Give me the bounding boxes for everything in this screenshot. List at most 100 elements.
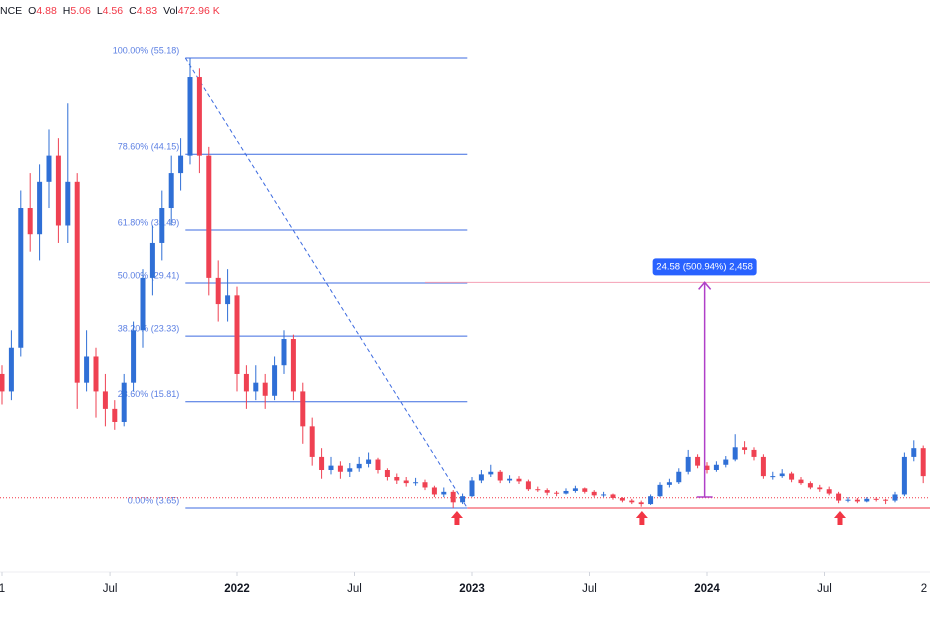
buy-arrow — [450, 510, 463, 525]
candle-body — [638, 502, 644, 505]
x-tick-label: 2022 — [224, 583, 250, 595]
candle-body — [770, 476, 776, 478]
buy-arrow — [635, 510, 648, 525]
fib-label: 50.00% (29.41) — [118, 270, 180, 280]
candle-body — [591, 491, 597, 496]
ohlc-value: 4.83 — [137, 5, 158, 17]
candle-body — [309, 426, 315, 457]
candle-body — [760, 456, 766, 477]
candle-body — [450, 491, 456, 503]
fib-label: 0.00% (3.65) — [128, 495, 180, 505]
volume-label: Vol — [163, 5, 178, 17]
candle-body — [629, 500, 635, 503]
candle-body — [544, 490, 550, 493]
candle-body — [140, 277, 146, 331]
candle-body — [93, 356, 99, 392]
ohlc-value: 5.06 — [70, 5, 91, 17]
candle-body — [422, 482, 428, 488]
fib-label: 61.80% (35.49) — [118, 217, 180, 227]
candle-body — [159, 208, 165, 243]
candle-body — [713, 464, 719, 471]
candle-body — [168, 173, 174, 209]
candle-body — [751, 449, 757, 457]
x-tick-label: Jul — [103, 583, 118, 595]
candle-body — [779, 473, 785, 477]
candle-body — [413, 482, 419, 484]
candle-body — [469, 480, 475, 497]
candle-body — [685, 456, 691, 472]
candle-body — [215, 277, 221, 305]
candle-body — [84, 356, 90, 383]
candle-body — [37, 181, 43, 235]
candle-body — [535, 489, 541, 491]
candle-body — [911, 448, 917, 457]
x-tick-label: Jul — [347, 583, 362, 595]
ohlc-label: H — [63, 5, 71, 17]
candle-body — [319, 456, 325, 471]
candle-body — [356, 463, 362, 469]
candle-body — [384, 470, 390, 477]
candle-body — [243, 373, 249, 392]
candle-body — [892, 494, 898, 501]
fib-trend — [184, 57, 468, 509]
candle-body — [300, 391, 306, 427]
candle-body — [883, 499, 889, 501]
candle-body — [572, 488, 578, 491]
candle-body — [854, 499, 860, 502]
measure-box — [652, 258, 757, 276]
candle-body — [817, 487, 823, 490]
ohlc-value: 4.88 — [36, 5, 57, 17]
fib-label: 38.20% (23.33) — [118, 324, 180, 334]
candle-body — [826, 489, 832, 494]
candle-body — [695, 456, 701, 466]
x-tick-label: 2 — [921, 583, 927, 595]
candle-body — [742, 447, 748, 450]
candle-body — [488, 471, 494, 475]
candle-body — [525, 481, 531, 490]
candle-body — [478, 474, 484, 481]
volume-value: 472.96 K — [178, 5, 220, 17]
buy-arrow — [833, 510, 846, 525]
candle-body — [431, 487, 437, 495]
candle-body — [55, 155, 61, 226]
candle-body — [497, 471, 503, 481]
candle-body — [666, 482, 672, 485]
candle-body — [366, 459, 372, 464]
candle-body — [563, 490, 569, 494]
candle-body — [18, 208, 24, 348]
candle-body — [131, 330, 137, 383]
candle-body — [507, 478, 513, 481]
candle-body — [676, 471, 682, 483]
x-tick-label: 2024 — [694, 583, 720, 595]
symbol: NCE — [0, 5, 22, 17]
fib-label: 78.60% (44.15) — [118, 142, 180, 152]
candle-body — [206, 155, 212, 278]
candle-body — [375, 459, 381, 471]
candle-body — [394, 476, 400, 481]
candle-body — [196, 77, 202, 156]
candle-body — [8, 347, 14, 392]
candle-body — [901, 456, 907, 495]
candle-body — [347, 468, 353, 472]
x-tick-label: 1 — [0, 583, 5, 595]
candle-body — [836, 493, 842, 501]
candle-body — [460, 496, 466, 503]
candle-body — [873, 498, 879, 500]
measure-arrow — [698, 281, 712, 290]
candle-body — [328, 465, 334, 471]
ohlc-value: 4.56 — [103, 5, 124, 17]
candle-body — [619, 497, 625, 501]
x-tick-label: 2023 — [459, 583, 485, 595]
candle-body — [648, 496, 654, 505]
candle-body — [789, 473, 795, 480]
ohlc-label: C — [129, 5, 137, 17]
candle-body — [403, 480, 409, 484]
candle-body — [337, 465, 343, 472]
x-tick-label: Jul — [582, 583, 597, 595]
candle-body — [121, 382, 127, 422]
candle-body — [610, 494, 616, 498]
candle-body — [920, 448, 926, 477]
candle-body — [281, 339, 287, 366]
candle-body — [723, 459, 729, 465]
